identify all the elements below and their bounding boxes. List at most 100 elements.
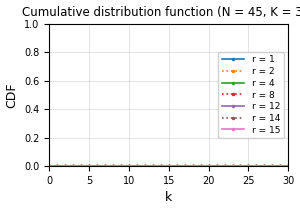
r = 1 xyxy=(239,165,242,167)
r = 12 xyxy=(199,165,202,167)
r = 15 xyxy=(71,165,75,167)
r = 8 xyxy=(135,165,139,167)
r = 14 xyxy=(103,165,107,167)
r = 15 xyxy=(135,165,139,167)
r = 12 xyxy=(159,165,163,167)
r = 8 xyxy=(79,165,83,167)
r = 1 xyxy=(271,165,274,167)
r = 12 xyxy=(47,165,51,167)
r = 1 xyxy=(47,165,51,167)
r = 2 xyxy=(223,165,226,167)
r = 4 xyxy=(183,165,187,167)
r = 1 xyxy=(255,165,258,167)
r = 4 xyxy=(119,165,123,167)
r = 8 xyxy=(215,165,218,167)
r = 12 xyxy=(262,165,266,167)
r = 12 xyxy=(215,165,218,167)
r = 8 xyxy=(271,165,274,167)
r = 12 xyxy=(223,165,226,167)
r = 15 xyxy=(231,165,234,167)
r = 14 xyxy=(191,165,194,167)
r = 1 xyxy=(191,165,194,167)
r = 4 xyxy=(271,165,274,167)
r = 12 xyxy=(151,165,154,167)
r = 14 xyxy=(71,165,75,167)
r = 12 xyxy=(247,165,250,167)
r = 1 xyxy=(127,165,131,167)
r = 1 xyxy=(215,165,218,167)
r = 8 xyxy=(127,165,131,167)
r = 15 xyxy=(199,165,202,167)
r = 1 xyxy=(223,165,226,167)
r = 14 xyxy=(87,165,91,167)
r = 15 xyxy=(47,165,51,167)
r = 1 xyxy=(286,165,290,167)
r = 8 xyxy=(47,165,51,167)
r = 15 xyxy=(95,165,99,167)
r = 12 xyxy=(111,165,115,167)
r = 14 xyxy=(167,165,171,167)
r = 4 xyxy=(167,165,171,167)
r = 15 xyxy=(247,165,250,167)
r = 14 xyxy=(271,165,274,167)
r = 4 xyxy=(127,165,131,167)
r = 2 xyxy=(119,165,123,167)
r = 14 xyxy=(135,165,139,167)
r = 8 xyxy=(71,165,75,167)
r = 12 xyxy=(56,165,59,167)
r = 2 xyxy=(286,165,290,167)
r = 14 xyxy=(159,165,163,167)
r = 2 xyxy=(135,165,139,167)
r = 15 xyxy=(119,165,123,167)
r = 15 xyxy=(207,165,210,167)
r = 12 xyxy=(271,165,274,167)
r = 14 xyxy=(143,165,147,167)
r = 14 xyxy=(278,165,282,167)
r = 2 xyxy=(95,165,99,167)
r = 2 xyxy=(79,165,83,167)
r = 14 xyxy=(151,165,154,167)
r = 4 xyxy=(151,165,154,167)
r = 4 xyxy=(159,165,163,167)
r = 1 xyxy=(278,165,282,167)
r = 4 xyxy=(47,165,51,167)
r = 12 xyxy=(71,165,75,167)
r = 12 xyxy=(103,165,107,167)
r = 2 xyxy=(199,165,202,167)
r = 15 xyxy=(175,165,178,167)
r = 2 xyxy=(247,165,250,167)
Line: r = 12: r = 12 xyxy=(47,164,290,168)
r = 14 xyxy=(47,165,51,167)
r = 1 xyxy=(231,165,234,167)
r = 15 xyxy=(255,165,258,167)
r = 1 xyxy=(71,165,75,167)
r = 4 xyxy=(56,165,59,167)
r = 15 xyxy=(79,165,83,167)
r = 15 xyxy=(103,165,107,167)
r = 8 xyxy=(111,165,115,167)
r = 8 xyxy=(247,165,250,167)
r = 8 xyxy=(255,165,258,167)
r = 1 xyxy=(199,165,202,167)
r = 2 xyxy=(215,165,218,167)
r = 2 xyxy=(271,165,274,167)
Line: r = 14: r = 14 xyxy=(47,164,290,168)
r = 14 xyxy=(247,165,250,167)
r = 2 xyxy=(143,165,147,167)
r = 8 xyxy=(119,165,123,167)
r = 8 xyxy=(286,165,290,167)
r = 4 xyxy=(135,165,139,167)
r = 15 xyxy=(183,165,187,167)
r = 12 xyxy=(63,165,67,167)
r = 1 xyxy=(167,165,171,167)
r = 14 xyxy=(63,165,67,167)
Line: r = 1: r = 1 xyxy=(47,164,290,168)
r = 8 xyxy=(87,165,91,167)
r = 4 xyxy=(278,165,282,167)
r = 1 xyxy=(79,165,83,167)
r = 15 xyxy=(167,165,171,167)
r = 4 xyxy=(103,165,107,167)
r = 14 xyxy=(286,165,290,167)
r = 2 xyxy=(151,165,154,167)
r = 1 xyxy=(119,165,123,167)
